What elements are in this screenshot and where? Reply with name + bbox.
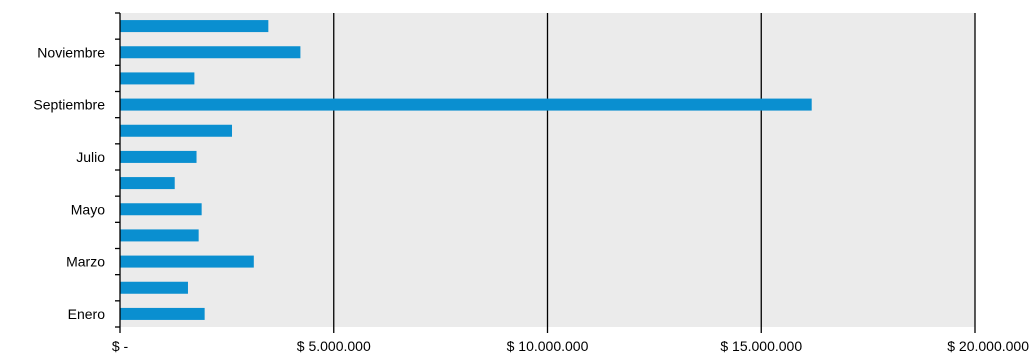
x-label-1: $ 5.000.000 (297, 338, 371, 354)
bar-octubre (120, 72, 194, 84)
x-axis-labels: $ - $ 5.000.000 $ 10.000.000 $ 15.000.000 $ … (112, 338, 1029, 354)
y-label-noviembre: Noviembre (37, 44, 105, 60)
x-label-2: $ 10.000.000 (507, 338, 589, 354)
x-label-4: $ 20.000.000 (947, 338, 1029, 354)
bar-febrero (120, 282, 188, 294)
y-label-marzo: Marzo (66, 254, 105, 270)
bar-julio (120, 151, 197, 163)
bar-abril (120, 229, 199, 241)
bar-diciembre (120, 20, 268, 32)
y-label-julio: Julio (76, 149, 105, 165)
bar-enero (120, 308, 205, 320)
y-label-septiembre: Septiembre (33, 97, 105, 113)
bar-noviembre (120, 46, 300, 58)
y-axis-labels: Enero Marzo Mayo Julio Septiembre Noviembre (33, 44, 105, 322)
bar-marzo (120, 256, 254, 268)
bar-agosto (120, 125, 232, 137)
x-label-0: $ - (112, 338, 129, 354)
y-axis-ticks (115, 13, 120, 327)
bar-junio (120, 177, 175, 189)
bar-septiembre (120, 99, 812, 111)
y-label-enero: Enero (68, 306, 106, 322)
bar-mayo (120, 203, 202, 215)
x-label-3: $ 15.000.000 (720, 338, 802, 354)
y-label-mayo: Mayo (71, 201, 105, 217)
